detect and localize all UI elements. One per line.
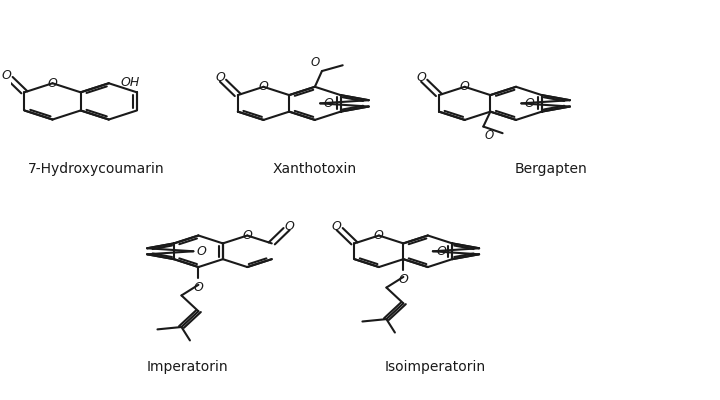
Text: O: O [525,97,535,110]
Text: O: O [485,128,494,142]
Text: Xanthotoxin: Xanthotoxin [273,162,357,176]
Text: O: O [197,245,207,258]
Text: O: O [416,72,426,84]
Text: Bergapten: Bergapten [515,162,588,176]
Text: O: O [243,229,252,242]
Text: O: O [310,56,320,69]
Text: O: O [258,80,269,93]
Text: O: O [398,273,408,286]
Text: O: O [215,72,225,84]
Text: Isoimperatorin: Isoimperatorin [384,360,485,374]
Text: O: O [194,281,203,294]
Text: 7-Hydroxycoumarin: 7-Hydroxycoumarin [28,162,164,176]
Text: O: O [284,220,294,233]
Text: O: O [2,69,12,82]
Text: O: O [332,220,342,233]
Text: O: O [324,97,333,110]
Text: O: O [436,245,446,258]
Text: O: O [48,77,58,90]
Text: OH: OH [120,76,139,88]
Text: Imperatorin: Imperatorin [147,360,229,374]
Text: O: O [460,80,469,93]
Text: O: O [374,229,384,242]
